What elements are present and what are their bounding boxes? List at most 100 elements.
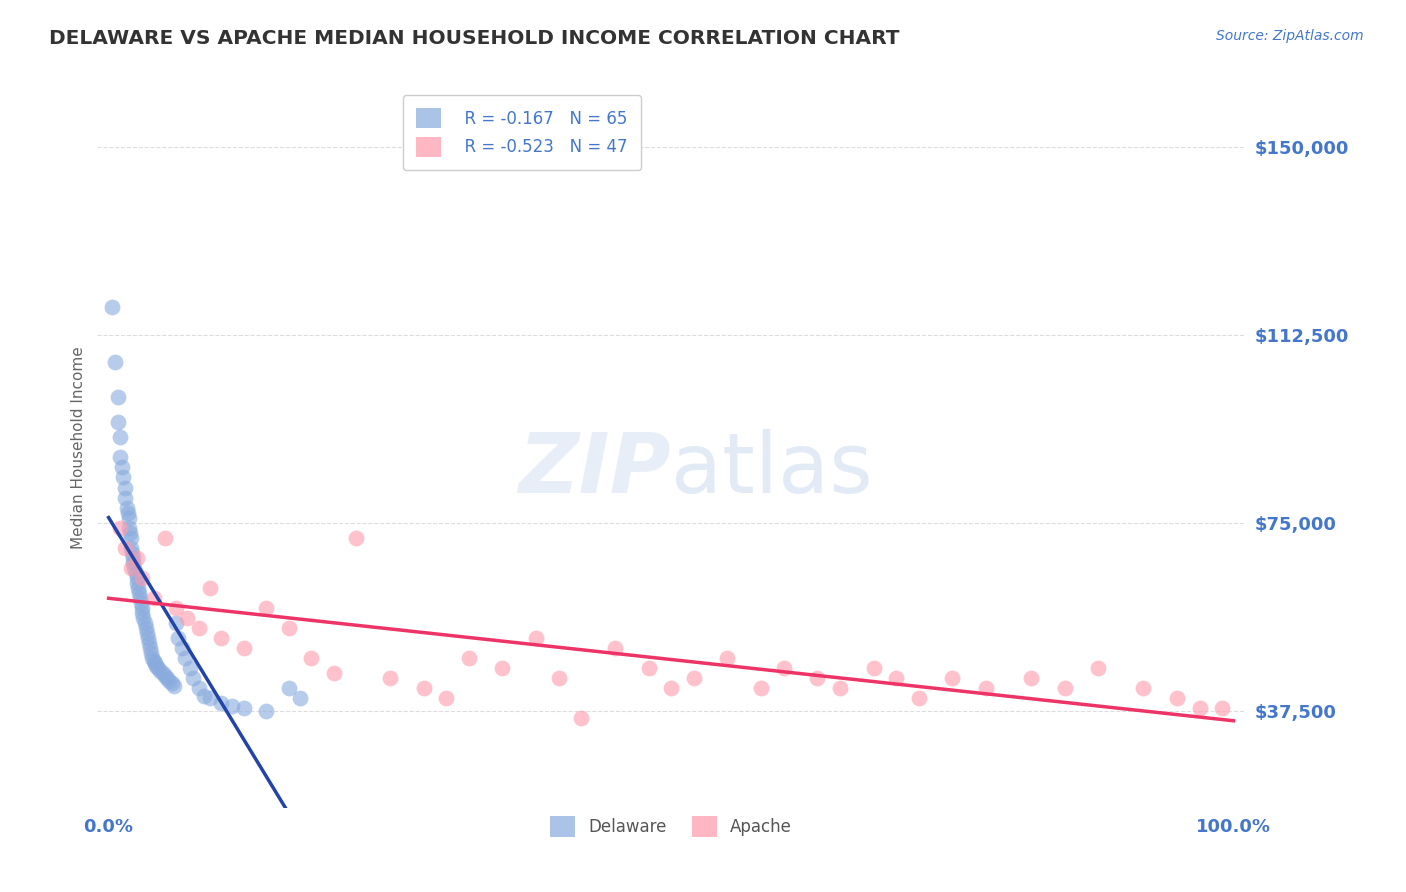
Point: [101, 300, 124, 314]
Point: [153, 531, 176, 545]
Point: [569, 711, 592, 725]
Point: [127, 581, 149, 595]
Point: [299, 651, 322, 665]
Point: [135, 626, 157, 640]
Point: [125, 550, 148, 565]
Point: [108, 450, 131, 465]
Point: [198, 581, 221, 595]
Point: [121, 546, 143, 560]
Point: [165, 615, 187, 630]
Point: [138, 636, 160, 650]
Point: [170, 640, 193, 655]
Point: [828, 681, 851, 695]
Point: [1166, 691, 1188, 706]
Point: [124, 560, 146, 574]
Point: [122, 556, 145, 570]
Point: [156, 671, 179, 685]
Text: Source: ZipAtlas.com: Source: ZipAtlas.com: [1216, 29, 1364, 43]
Point: [209, 696, 232, 710]
Point: [457, 651, 479, 665]
Point: [277, 681, 299, 695]
Point: [108, 521, 131, 535]
Point: [772, 661, 794, 675]
Point: [1188, 701, 1211, 715]
Point: [114, 541, 136, 555]
Point: [434, 691, 457, 706]
Point: [120, 560, 142, 574]
Point: [174, 651, 197, 665]
Text: ZIP: ZIP: [519, 428, 671, 509]
Point: [114, 481, 136, 495]
Point: [277, 621, 299, 635]
Point: [136, 631, 159, 645]
Point: [107, 390, 129, 404]
Point: [111, 460, 134, 475]
Point: [157, 673, 180, 688]
Point: [491, 661, 513, 675]
Point: [165, 600, 187, 615]
Point: [124, 566, 146, 580]
Point: [118, 521, 141, 535]
Point: [149, 664, 172, 678]
Point: [132, 611, 155, 625]
Point: [104, 355, 127, 369]
Point: [179, 661, 201, 675]
Point: [637, 661, 659, 675]
Point: [145, 658, 167, 673]
Point: [221, 698, 243, 713]
Point: [146, 661, 169, 675]
Text: atlas: atlas: [671, 428, 873, 509]
Point: [120, 541, 142, 555]
Point: [974, 681, 997, 695]
Point: [547, 671, 569, 685]
Point: [160, 676, 183, 690]
Point: [131, 606, 153, 620]
Point: [1211, 701, 1233, 715]
Point: [1053, 681, 1076, 695]
Point: [716, 651, 738, 665]
Point: [254, 600, 277, 615]
Point: [139, 640, 162, 655]
Point: [187, 621, 209, 635]
Point: [108, 430, 131, 444]
Y-axis label: Median Household Income: Median Household Income: [72, 346, 86, 549]
Point: [254, 704, 277, 718]
Point: [143, 656, 166, 670]
Point: [1019, 671, 1042, 685]
Point: [288, 691, 311, 706]
Point: [163, 679, 186, 693]
Point: [176, 611, 198, 625]
Point: [181, 671, 204, 685]
Point: [412, 681, 434, 695]
Point: [120, 531, 142, 545]
Legend: Delaware, Apache: Delaware, Apache: [543, 810, 799, 844]
Point: [152, 666, 174, 681]
Point: [806, 671, 828, 685]
Point: [131, 600, 153, 615]
Point: [862, 661, 884, 675]
Point: [141, 651, 163, 665]
Point: [232, 701, 254, 715]
Point: [122, 550, 145, 565]
Point: [115, 500, 138, 515]
Point: [209, 631, 232, 645]
Point: [378, 671, 401, 685]
Point: [659, 681, 682, 695]
Point: [1087, 661, 1109, 675]
Point: [129, 591, 152, 605]
Point: [125, 575, 148, 590]
Point: [118, 510, 141, 524]
Point: [322, 666, 344, 681]
Text: DELAWARE VS APACHE MEDIAN HOUSEHOLD INCOME CORRELATION CHART: DELAWARE VS APACHE MEDIAN HOUSEHOLD INCO…: [49, 29, 900, 47]
Point: [129, 596, 152, 610]
Point: [134, 615, 156, 630]
Point: [142, 591, 165, 605]
Point: [187, 681, 209, 695]
Point: [193, 689, 215, 703]
Point: [344, 531, 367, 545]
Point: [141, 646, 163, 660]
Point: [118, 525, 141, 540]
Point: [198, 691, 221, 706]
Point: [131, 571, 153, 585]
Point: [128, 586, 150, 600]
